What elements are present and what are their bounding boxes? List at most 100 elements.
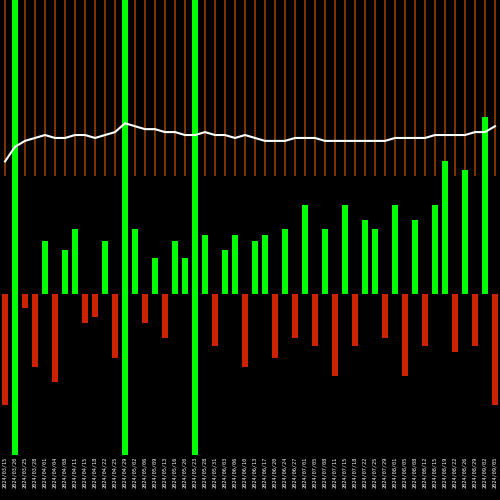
- Bar: [474, 0, 476, 176]
- Text: 2024/05/06: 2024/05/06: [142, 457, 148, 488]
- Text: 2024/03/20: 2024/03/20: [12, 457, 18, 488]
- Bar: [402, 294, 408, 376]
- Bar: [442, 162, 448, 294]
- Text: 2024/03/15: 2024/03/15: [2, 457, 7, 488]
- Text: 2024/07/15: 2024/07/15: [342, 457, 347, 488]
- Text: 2024/05/31: 2024/05/31: [212, 457, 218, 488]
- Bar: [104, 0, 106, 176]
- Bar: [204, 0, 206, 176]
- Text: 2024/06/17: 2024/06/17: [262, 457, 268, 488]
- Bar: [452, 294, 458, 352]
- Text: 2024/04/25: 2024/04/25: [112, 457, 117, 488]
- Bar: [214, 0, 216, 176]
- Bar: [372, 229, 378, 294]
- Bar: [272, 294, 278, 358]
- Text: 2024/08/08: 2024/08/08: [412, 457, 418, 488]
- Text: 2024/09/02: 2024/09/02: [482, 457, 488, 488]
- Bar: [314, 0, 316, 176]
- Bar: [354, 0, 356, 176]
- Text: 2024/07/18: 2024/07/18: [352, 457, 358, 488]
- Text: 2024/06/24: 2024/06/24: [282, 457, 288, 488]
- Bar: [52, 294, 58, 382]
- Text: 2024/05/02: 2024/05/02: [132, 457, 138, 488]
- Text: 2024/08/22: 2024/08/22: [452, 457, 458, 488]
- Bar: [432, 206, 438, 294]
- Text: 2024/05/23: 2024/05/23: [192, 457, 198, 488]
- Text: 2024/07/25: 2024/07/25: [372, 457, 378, 488]
- Text: 2024/04/22: 2024/04/22: [102, 457, 108, 488]
- Bar: [62, 250, 68, 294]
- Bar: [484, 0, 486, 176]
- Bar: [374, 0, 376, 176]
- Text: 2024/05/28: 2024/05/28: [202, 457, 207, 488]
- Bar: [112, 294, 118, 358]
- Text: 2024/08/19: 2024/08/19: [442, 457, 448, 488]
- Bar: [184, 0, 186, 176]
- Text: 2024/06/03: 2024/06/03: [222, 457, 228, 488]
- Bar: [334, 0, 336, 176]
- Text: 2024/03/25: 2024/03/25: [22, 457, 28, 488]
- Bar: [64, 0, 66, 176]
- Text: 2024/04/15: 2024/04/15: [82, 457, 87, 488]
- Bar: [224, 0, 226, 176]
- Bar: [44, 0, 46, 176]
- Text: 2024/03/28: 2024/03/28: [32, 457, 38, 488]
- Bar: [212, 294, 218, 346]
- Bar: [454, 0, 456, 176]
- Text: 2024/04/08: 2024/04/08: [62, 457, 68, 488]
- Bar: [194, 0, 196, 176]
- Bar: [462, 170, 468, 294]
- Bar: [414, 0, 416, 176]
- Bar: [74, 0, 76, 176]
- Bar: [84, 0, 86, 176]
- Bar: [434, 0, 436, 176]
- Text: 2024/07/29: 2024/07/29: [382, 457, 388, 488]
- Bar: [302, 206, 308, 294]
- Bar: [352, 294, 358, 346]
- Bar: [152, 258, 158, 294]
- Bar: [164, 0, 166, 176]
- Text: 2024/08/05: 2024/08/05: [402, 457, 407, 488]
- Bar: [102, 240, 108, 294]
- Bar: [324, 0, 326, 176]
- Bar: [262, 235, 268, 294]
- Bar: [222, 250, 228, 294]
- Bar: [122, 0, 128, 455]
- Text: 2024/06/27: 2024/06/27: [292, 457, 298, 488]
- Bar: [394, 0, 396, 176]
- Bar: [182, 258, 188, 294]
- Text: 2024/09/05: 2024/09/05: [492, 457, 498, 488]
- Bar: [244, 0, 246, 176]
- Bar: [282, 229, 288, 294]
- Text: 2024/05/16: 2024/05/16: [172, 457, 178, 488]
- Bar: [162, 294, 168, 338]
- Bar: [294, 0, 296, 176]
- Text: 2024/07/11: 2024/07/11: [332, 457, 338, 488]
- Bar: [144, 0, 146, 176]
- Bar: [364, 0, 366, 176]
- Bar: [72, 229, 78, 294]
- Bar: [444, 0, 446, 176]
- Text: 2024/06/10: 2024/06/10: [242, 457, 248, 488]
- Text: 2024/08/15: 2024/08/15: [432, 457, 438, 488]
- Bar: [492, 294, 498, 405]
- Bar: [192, 294, 198, 317]
- Text: 2024/07/05: 2024/07/05: [312, 457, 318, 488]
- Bar: [114, 0, 116, 176]
- Bar: [54, 0, 56, 176]
- Text: 2024/06/20: 2024/06/20: [272, 457, 278, 488]
- Bar: [4, 0, 6, 176]
- Bar: [332, 294, 338, 376]
- Text: 2024/06/06: 2024/06/06: [232, 457, 237, 488]
- Bar: [2, 294, 8, 405]
- Text: 2024/04/18: 2024/04/18: [92, 457, 98, 488]
- Bar: [134, 0, 136, 176]
- Bar: [124, 0, 126, 176]
- Bar: [404, 0, 406, 176]
- Text: 2024/08/12: 2024/08/12: [422, 457, 428, 488]
- Bar: [274, 0, 276, 176]
- Bar: [32, 294, 38, 367]
- Bar: [284, 0, 286, 176]
- Bar: [192, 0, 198, 455]
- Bar: [362, 220, 368, 294]
